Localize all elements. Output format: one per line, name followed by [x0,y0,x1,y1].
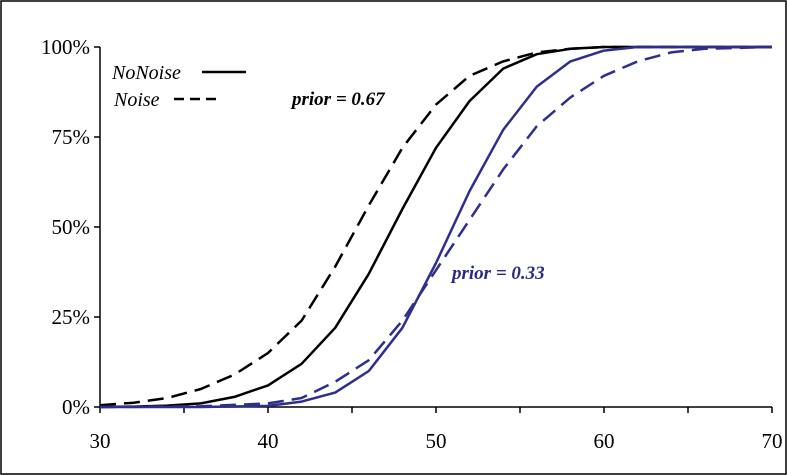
series-line-nonoise-prior-033 [100,45,772,409]
y-tick-label: 50% [52,215,91,239]
x-tick-label: 40 [258,429,279,453]
x-tick-label: 70 [762,429,783,453]
x-tick-label: 30 [90,429,111,453]
legend: NoNoise Noise [111,62,246,111]
series-line-noise-prior-033 [99,45,773,409]
y-tick-label: 100% [41,35,90,59]
y-tick-label: 25% [52,305,91,329]
series-layer [99,45,773,409]
annotation-prior-033: prior = 0.33 [450,263,545,284]
y-axis-ticks: 0% 25% 50% 75% 100% [41,35,100,419]
x-tick-label: 50 [426,429,447,453]
y-tick-label: 75% [52,125,91,149]
legend-label-noise: Noise [113,89,160,111]
x-axis-ticks: 30 40 50 60 70 [90,407,783,453]
x-tick-label: 60 [594,429,615,453]
series-line-noise-prior-067 [99,45,772,407]
annotation-prior-067: prior = 0.67 [290,89,386,110]
legend-label-nonoise: NoNoise [111,62,181,84]
y-tick-label: 0% [62,395,90,419]
